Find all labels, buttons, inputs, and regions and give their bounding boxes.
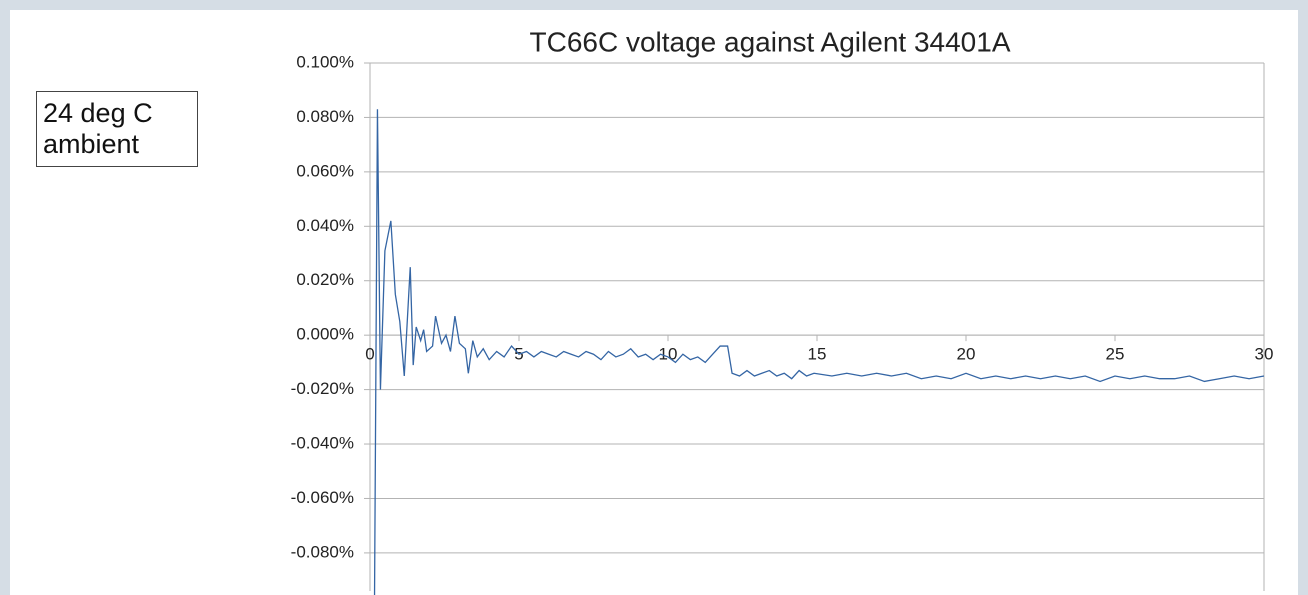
annotation: 24 deg C ambient <box>36 91 198 167</box>
y-tick-label: 0.000% <box>296 325 354 344</box>
x-tick-label: 20 <box>957 345 976 364</box>
data-line <box>373 109 1265 595</box>
x-tick-label: 25 <box>1106 345 1125 364</box>
x-tick-label: 0 <box>365 345 374 364</box>
x-tick-label: 30 <box>1255 345 1274 364</box>
chart-frame: TC66C voltage against Agilent 34401A 0.1… <box>10 10 1298 595</box>
y-tick-label: 0.080% <box>296 107 354 126</box>
y-tick-label: 0.100% <box>296 52 354 71</box>
y-tick-label: -0.060% <box>291 488 354 507</box>
chart-title: TC66C voltage against Agilent 34401A <box>530 26 1011 57</box>
y-tick-label: 0.040% <box>296 216 354 235</box>
x-tick-label: 10 <box>659 345 678 364</box>
y-tick-label: -0.080% <box>291 542 354 561</box>
y-tick-label: -0.040% <box>291 434 354 453</box>
x-tick-label: 15 <box>808 345 827 364</box>
y-tick-label: -0.020% <box>291 379 354 398</box>
y-tick-label: 0.060% <box>296 161 354 180</box>
chart: TC66C voltage against Agilent 34401A 0.1… <box>291 26 1274 595</box>
y-tick-label: 0.020% <box>296 270 354 289</box>
